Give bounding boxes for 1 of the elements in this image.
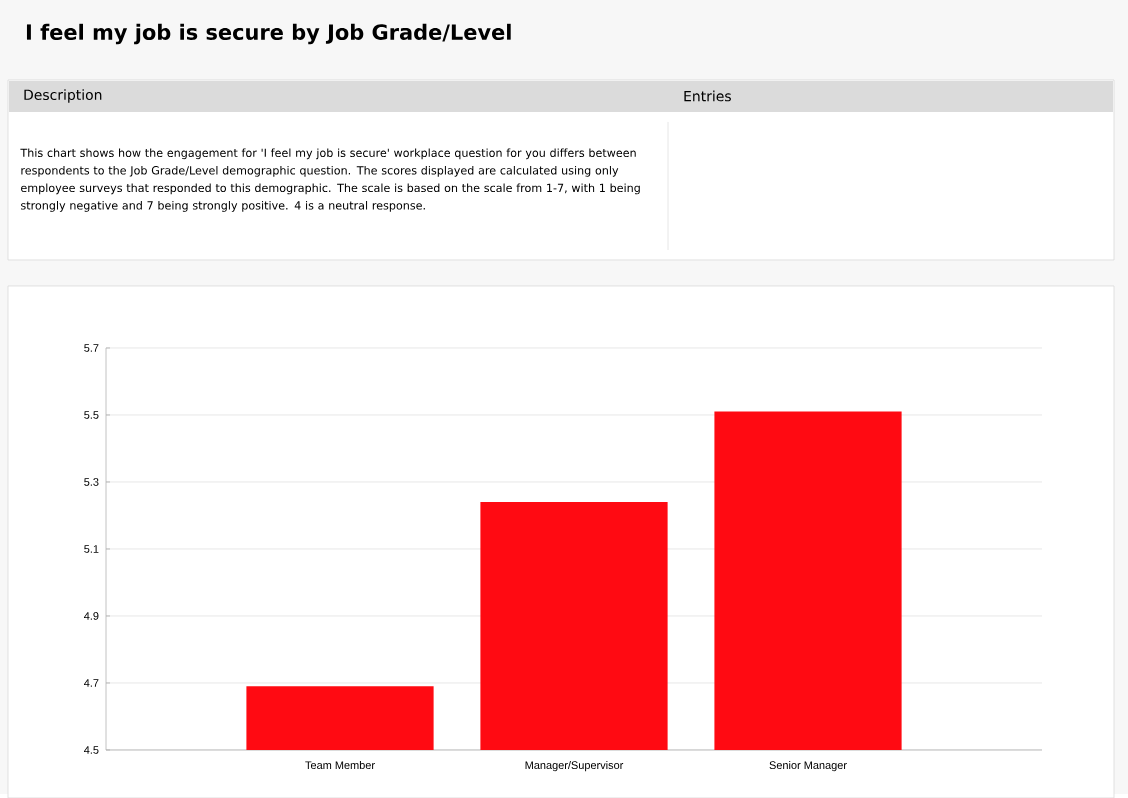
chart-title: I feel my job is secure by Job Grade/Level [26, 23, 511, 44]
